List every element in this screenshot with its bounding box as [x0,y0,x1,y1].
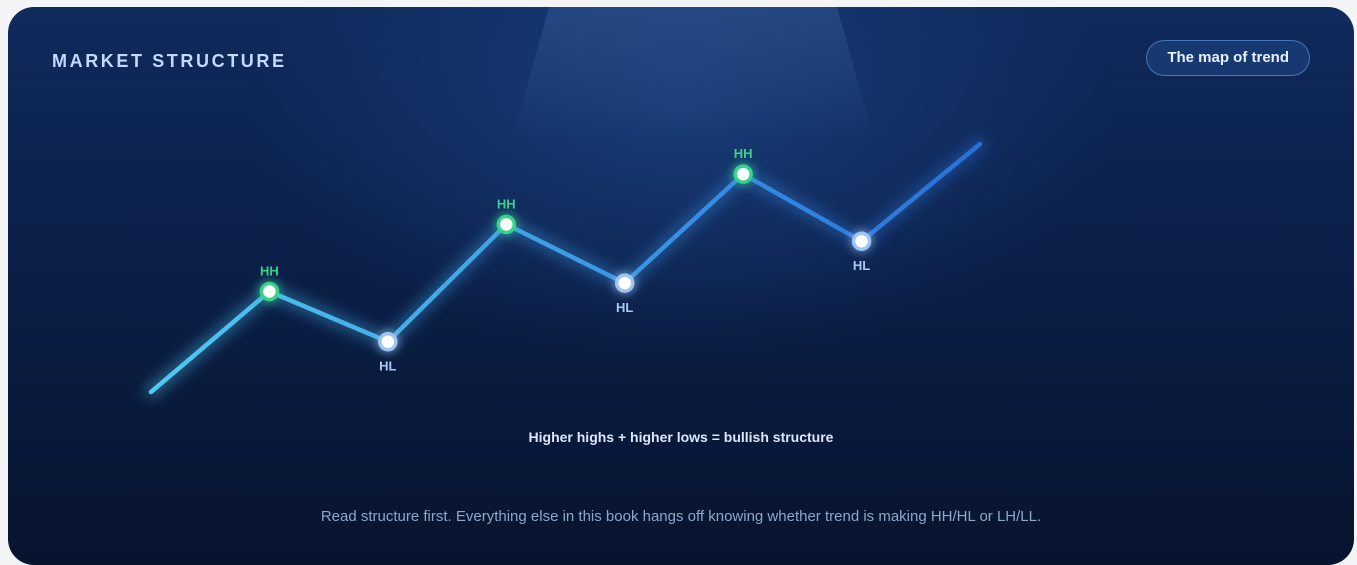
higher-low-node [851,231,872,251]
footer-note: Read structure first. Everything else in… [320,508,1042,525]
hl-label: HL [853,258,870,273]
hl-label: HL [379,359,396,374]
hh-label: HH [497,196,516,211]
higher-high-node [259,281,280,302]
higher-low-node [378,331,398,352]
hh-label: HH [260,263,279,278]
higher-high-node [733,164,753,184]
trend-badge[interactable]: The map of trend [1146,40,1310,76]
diagram-caption: Higher highs + higher lows = bullish str… [528,429,834,445]
hh-label: HH [734,146,753,161]
structure-diagram: HH HL HH HL HH HL [145,138,986,398]
card-title: MARKET STRUCTURE [52,51,287,71]
trend-line [148,141,983,395]
swing-points: HH HL HH HL HH HL [257,146,874,374]
higher-low-node [614,273,635,293]
market-structure-card: MARKET STRUCTURE The map of trend HH HL HH… [8,7,1354,565]
hl-label: HL [616,300,633,315]
higher-high-node [496,214,517,235]
